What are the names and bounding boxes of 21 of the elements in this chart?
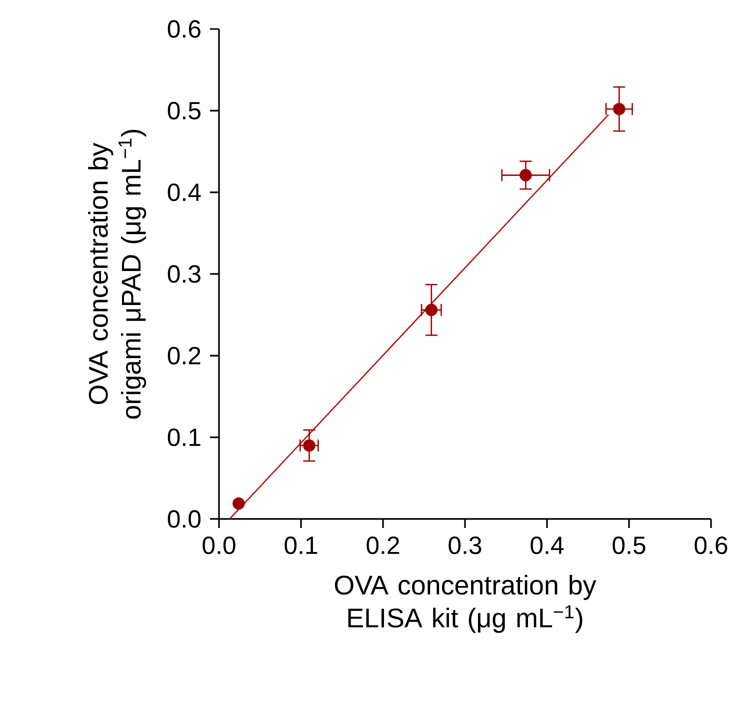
- point: [425, 304, 438, 316]
- x-tick-label: 0.6: [694, 536, 728, 554]
- x-tick-label: 0.5: [612, 536, 646, 554]
- y-tick-label: 0.5: [168, 102, 200, 120]
- x-tick-label: 0.1: [284, 536, 318, 554]
- y-tick-label: 0.4: [168, 184, 201, 202]
- x-tick-label: 0.3: [448, 536, 482, 554]
- x-tick-label: 0.4: [530, 536, 564, 554]
- y-tick-label: 0.1: [168, 428, 200, 446]
- y-tick-label: 0.2: [168, 346, 200, 364]
- y-tick-label: 0.0: [168, 510, 201, 528]
- x-axis-title: OVA concentration by ELISA kit (μg mL$^{−1}$): [334, 574, 596, 633]
- x-tick-label: 0.2: [366, 536, 400, 554]
- point: [232, 497, 245, 510]
- x-tick-label: 0.0: [202, 536, 236, 554]
- point: [520, 169, 532, 182]
- point: [613, 102, 626, 116]
- y-tick-label: 0.6: [168, 20, 200, 38]
- point: [303, 439, 316, 452]
- y-axis-title: OVA concentration by origami μPAD (μg mL$^{−1}$): [88, 130, 146, 419]
- y-tick-label: 0.3: [168, 265, 200, 283]
